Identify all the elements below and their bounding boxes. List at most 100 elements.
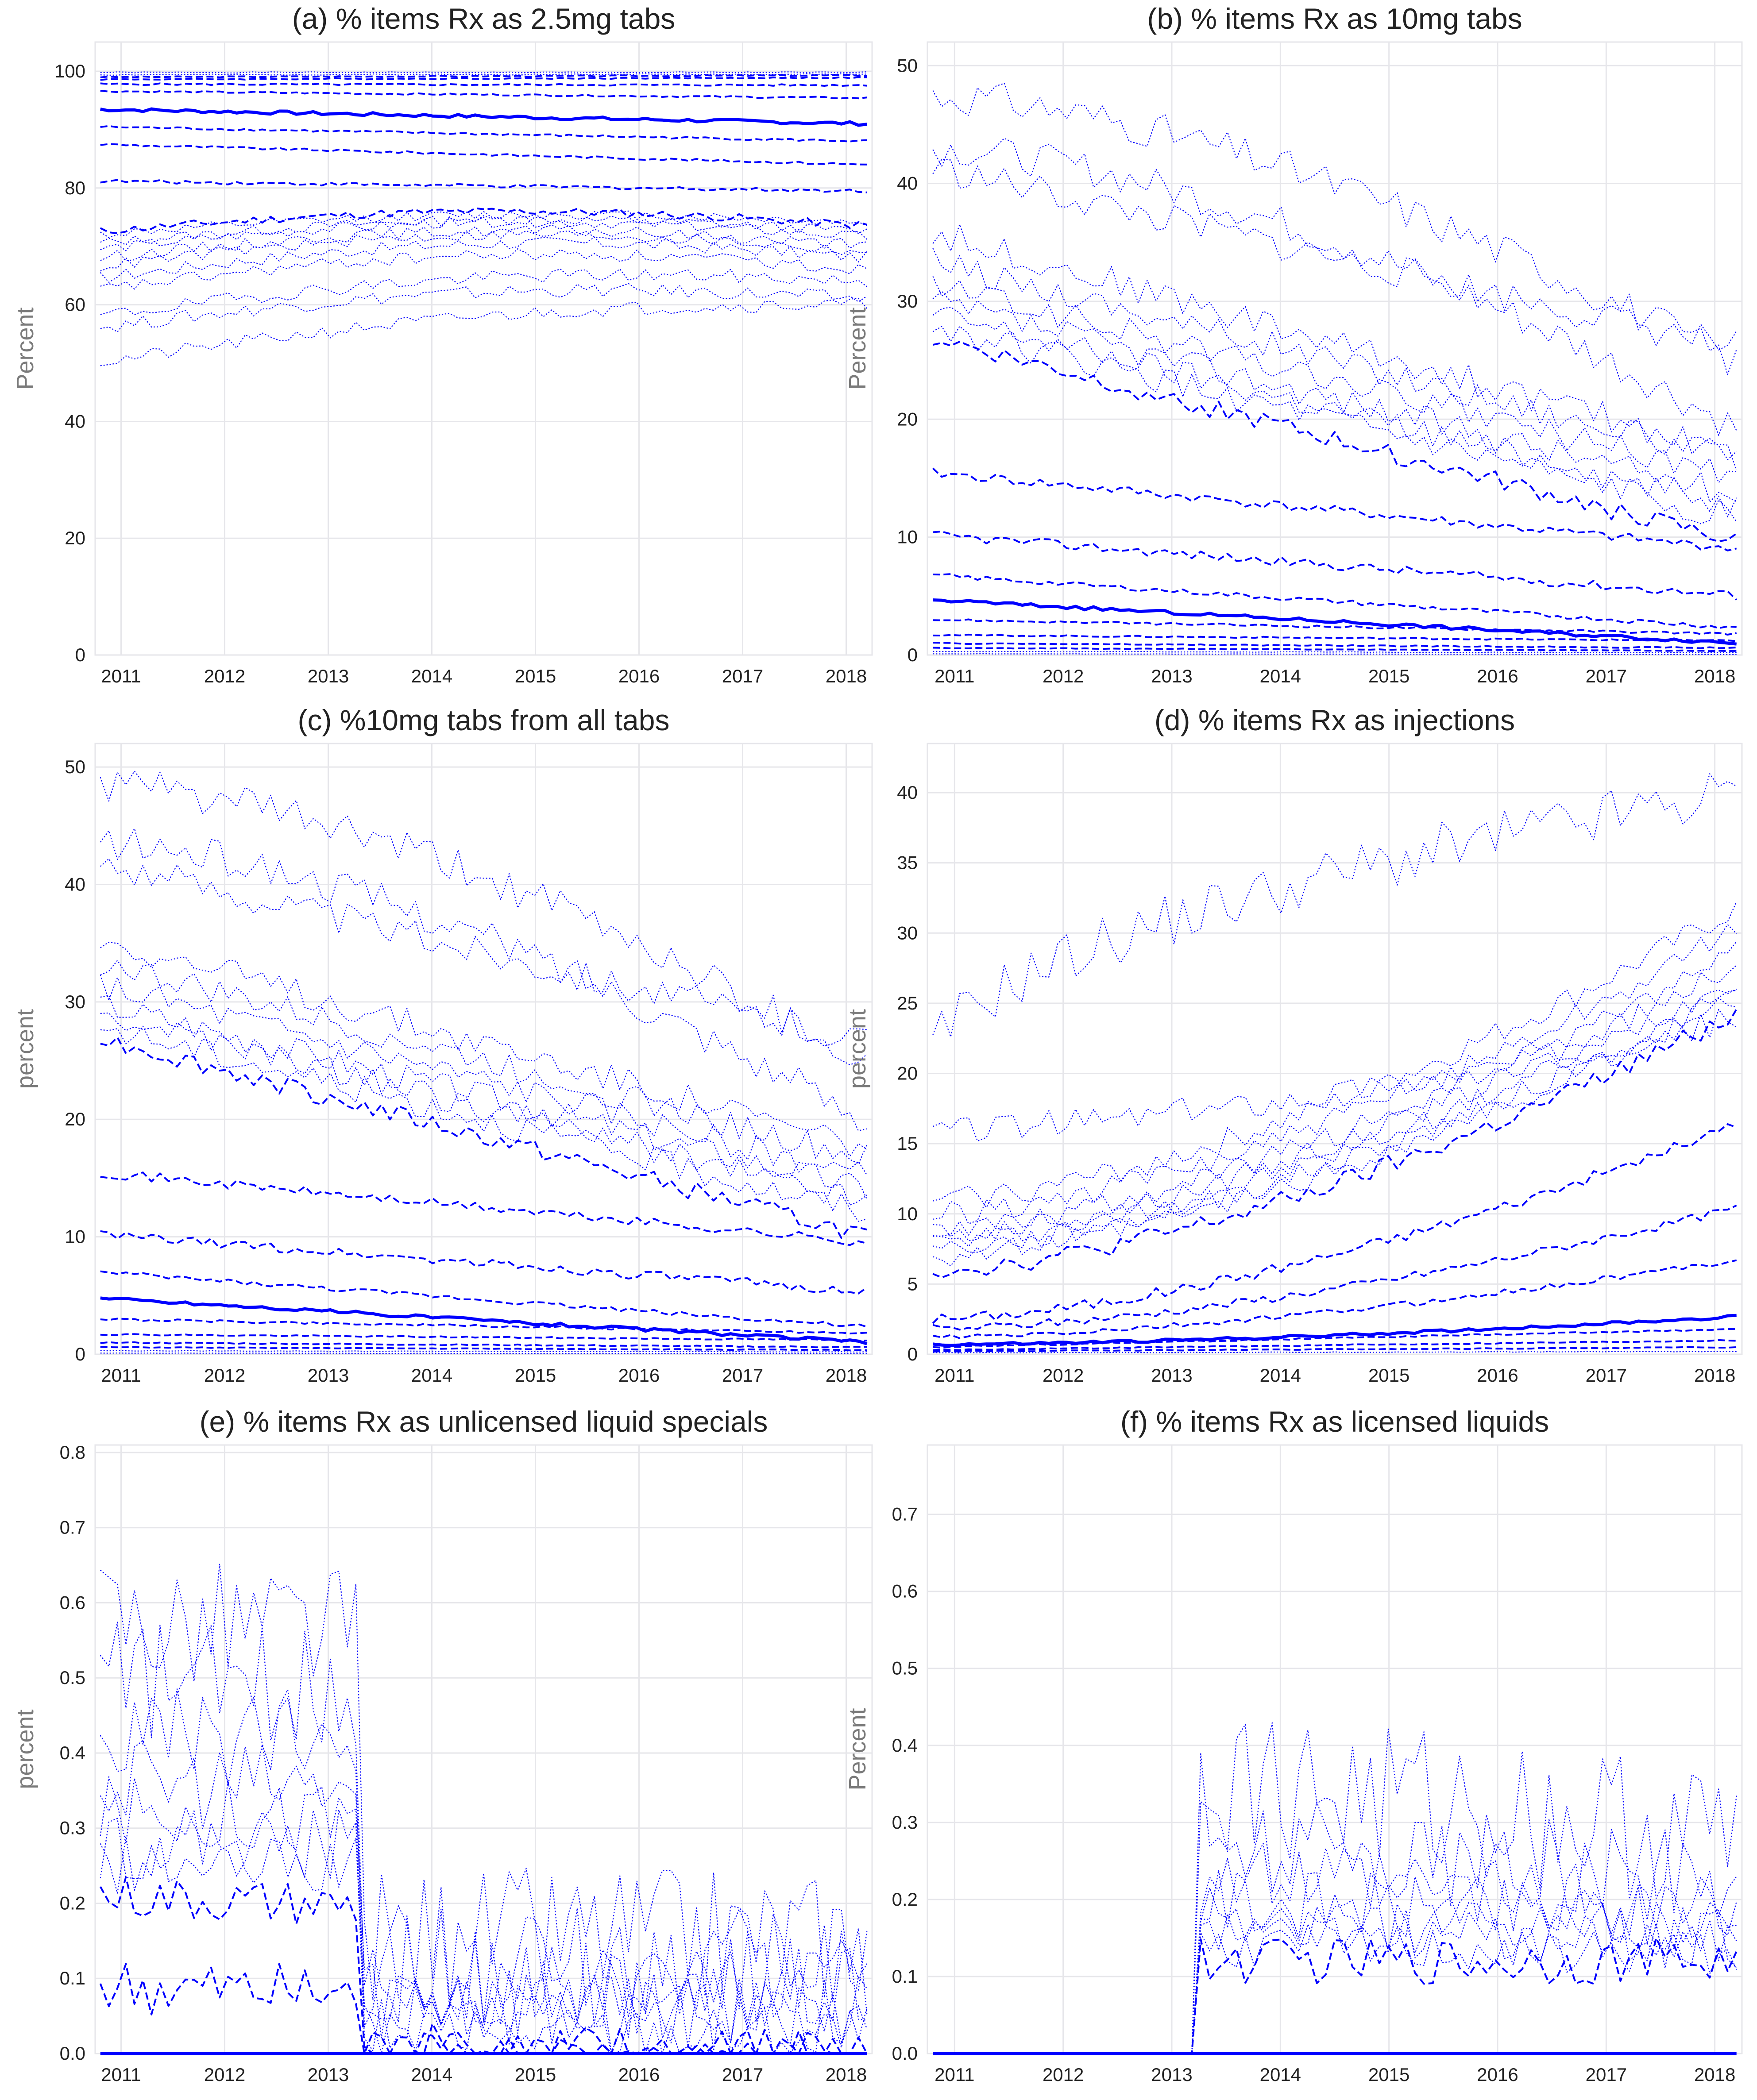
series-line-7 bbox=[100, 107, 867, 127]
y-tick-label: 0 bbox=[907, 1344, 918, 1364]
series-line-1 bbox=[100, 771, 868, 1065]
x-tick-label: 2018 bbox=[1694, 666, 1735, 686]
chart-panel-f: 0.0 0.1 0.2 0.3 0.4 0.5 0.6 0.7 2011 2012 2013 2014… bbox=[844, 1405, 1743, 2085]
y-tick-label: 5 bbox=[907, 1273, 918, 1294]
y-tick-label: 0.1 bbox=[892, 1966, 918, 1987]
x-tick-label: 2016 bbox=[618, 2064, 660, 2085]
y-tick-label: 60 bbox=[65, 294, 85, 315]
x-tick-label: 2014 bbox=[1260, 1365, 1301, 1386]
y-tick-label: 20 bbox=[897, 1063, 918, 1084]
series-line-9 bbox=[100, 143, 867, 166]
series-line-6 bbox=[933, 965, 1737, 1241]
series-line-7 bbox=[933, 988, 1737, 1247]
chart-title: (b) % items Rx as 10mg tabs bbox=[1147, 2, 1522, 35]
x-tick-label: 2015 bbox=[1368, 666, 1409, 686]
y-tick-label: 30 bbox=[897, 922, 918, 943]
x-tick-label: 2016 bbox=[618, 1365, 660, 1386]
x-tick-label: 2017 bbox=[1586, 1365, 1627, 1386]
series-line-3 bbox=[933, 901, 1737, 1208]
x-tick-label: 2017 bbox=[722, 2064, 763, 2085]
series-line-14 bbox=[100, 216, 868, 251]
series-line-11 bbox=[932, 1123, 1737, 1324]
y-tick-label: 0.6 bbox=[892, 1581, 918, 1602]
y-tick-label: 100 bbox=[54, 61, 85, 81]
series-line-17 bbox=[933, 642, 1737, 649]
y-tick-label: 15 bbox=[897, 1133, 918, 1154]
series-line-13 bbox=[932, 1259, 1737, 1339]
series-line-14 bbox=[932, 1314, 1737, 1347]
series-line-3 bbox=[100, 858, 867, 1047]
series-line-5 bbox=[100, 960, 868, 1164]
gridlines bbox=[927, 744, 1742, 1355]
x-tick-label: 2016 bbox=[1477, 2064, 1518, 2085]
y-tick-label: 20 bbox=[65, 1109, 85, 1129]
series-line-15 bbox=[100, 1318, 867, 1335]
y-tick-label: 0 bbox=[907, 644, 918, 665]
x-tick-label: 2018 bbox=[826, 666, 867, 686]
x-tick-label: 2012 bbox=[204, 666, 245, 686]
series-line-5 bbox=[100, 82, 867, 87]
x-tick-label: 2012 bbox=[1043, 2064, 1084, 2085]
series-line-9 bbox=[932, 326, 1737, 524]
series-line-6 bbox=[100, 90, 867, 100]
series-line-1 bbox=[932, 773, 1737, 1037]
x-tick-label: 2013 bbox=[1151, 1365, 1192, 1386]
y-tick-label: 0 bbox=[75, 644, 85, 665]
x-tick-label: 2013 bbox=[1151, 2064, 1192, 2085]
x-tick-label: 2014 bbox=[411, 2064, 452, 2085]
x-tick-label: 2012 bbox=[204, 1365, 245, 1386]
series-line-15 bbox=[933, 618, 1737, 636]
y-tick-label: 0.7 bbox=[892, 1504, 918, 1525]
chart-title: (a) % items Rx as 2.5mg tabs bbox=[292, 2, 676, 35]
x-tick-label: 2014 bbox=[1260, 666, 1301, 686]
series-line-15 bbox=[933, 1328, 1737, 1349]
series-line-9 bbox=[99, 1963, 868, 2054]
y-axis-label: Percent bbox=[844, 307, 871, 389]
x-tick-label: 2011 bbox=[101, 2064, 141, 2085]
y-tick-label: 0.5 bbox=[892, 1658, 918, 1679]
series-line-8 bbox=[100, 1012, 867, 1206]
x-tick-label: 2017 bbox=[722, 1365, 763, 1386]
series-line-16 bbox=[100, 1333, 867, 1342]
series-line-4 bbox=[933, 924, 1737, 1225]
series-line-16 bbox=[933, 633, 1737, 642]
y-tick-label: 0.3 bbox=[892, 1812, 918, 1833]
x-tick-label: 2015 bbox=[1368, 2064, 1409, 2085]
y-tick-label: 0.1 bbox=[60, 1968, 85, 1988]
series-line-18 bbox=[933, 1351, 1737, 1354]
y-axis-label: Percent bbox=[844, 1708, 871, 1790]
chart-title: (f) % items Rx as licensed liquids bbox=[1120, 1405, 1549, 1438]
series-line-21 bbox=[100, 297, 868, 366]
y-axis-label: percent bbox=[844, 1009, 871, 1089]
chart-panel-b: 0 10 20 30 40 50 2011 2012 2013 2014 2015 2016 2017 2… bbox=[844, 2, 1743, 686]
y-tick-label: 25 bbox=[897, 993, 918, 1013]
series-line-12 bbox=[932, 1204, 1737, 1331]
x-tick-label: 2011 bbox=[101, 666, 141, 686]
y-tick-label: 80 bbox=[65, 177, 85, 198]
series-line-4 bbox=[100, 941, 867, 1157]
series-line-14 bbox=[100, 1296, 868, 1345]
series-line-2 bbox=[932, 1009, 1737, 1142]
y-tick-label: 0.0 bbox=[892, 2043, 918, 2064]
series-line-12 bbox=[100, 210, 867, 238]
x-tick-label: 2014 bbox=[1260, 2064, 1301, 2085]
series-line-5 bbox=[932, 248, 1737, 470]
y-tick-label: 50 bbox=[65, 756, 85, 777]
chart-title: (e) % items Rx as unlicensed liquid spec… bbox=[200, 1405, 768, 1438]
series-line-17 bbox=[100, 1341, 867, 1349]
y-tick-label: 0.3 bbox=[60, 1818, 85, 1838]
y-tick-label: 20 bbox=[65, 528, 85, 548]
series-line-14 bbox=[933, 598, 1737, 646]
y-tick-label: 0.7 bbox=[60, 1517, 85, 1538]
y-tick-label: 0.2 bbox=[60, 1892, 85, 1913]
series-line-11 bbox=[100, 1171, 867, 1246]
series-line-12 bbox=[100, 1230, 868, 1295]
x-tick-label: 2016 bbox=[1477, 666, 1518, 686]
series-line-18 bbox=[100, 1346, 867, 1352]
series-line-10 bbox=[932, 1009, 1738, 1279]
series-line-19 bbox=[933, 651, 1737, 654]
y-tick-label: 0.6 bbox=[60, 1592, 85, 1613]
series-line-10 bbox=[932, 341, 1737, 543]
x-tick-label: 2012 bbox=[1043, 1365, 1084, 1386]
